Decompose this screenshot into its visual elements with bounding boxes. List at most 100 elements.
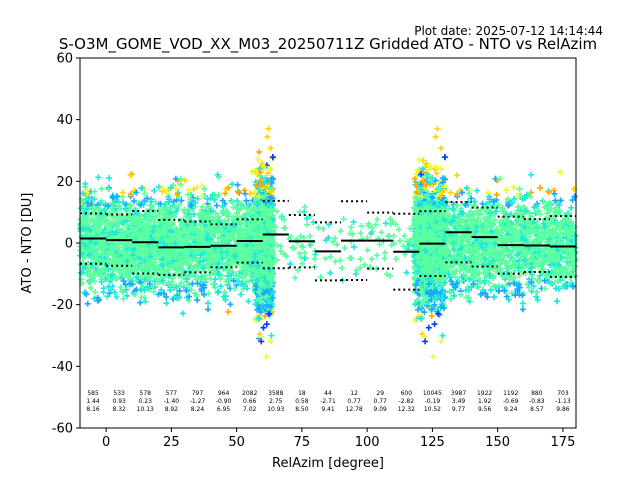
data-point [214,171,221,178]
data-point [245,298,252,305]
data-point [171,198,177,205]
data-point [454,172,461,179]
data-point [260,324,267,331]
data-point [137,299,144,306]
data-point [120,295,127,302]
data-point [229,199,236,206]
data-point [216,225,223,232]
data-point [118,274,125,281]
data-point [212,210,219,217]
data-point [182,177,189,184]
data-point [207,275,214,282]
data-point [348,224,355,231]
data-point [393,255,400,262]
data-point [229,181,236,188]
data-point [191,250,198,257]
data-point [306,233,313,240]
data-point [205,300,212,307]
data-point [231,285,238,292]
data-point [241,187,248,194]
data-point [217,283,224,290]
data-point [117,284,124,291]
data-point [244,285,251,292]
data-point [222,190,229,197]
data-point [180,284,187,291]
data-point [225,211,232,218]
data-point [172,185,179,192]
data-point [174,191,181,198]
data-point [185,282,192,289]
data-point [165,199,172,206]
data-point [200,249,207,256]
data-point [89,206,96,213]
data-point [396,237,403,244]
data-point [106,290,113,297]
data-point [169,275,176,282]
data-point [267,338,274,345]
data-point [144,195,151,202]
data-point [327,270,334,277]
data-point [291,274,298,281]
data-point [122,281,129,288]
data-point [254,156,261,163]
data-point [153,275,160,282]
data-point [176,282,183,289]
data-point [176,202,183,209]
data-point [227,301,234,308]
data-point [287,261,294,268]
data-point [163,300,170,307]
data-point [123,221,130,228]
data-point [234,181,241,188]
data-point [395,226,402,233]
data-point [220,293,227,300]
data-point [105,283,112,290]
data-point [357,230,364,237]
data-point [350,219,357,226]
data-point [187,196,194,203]
data-point [301,250,308,257]
data-point [358,223,365,230]
data-point [364,247,371,254]
data-point [95,174,102,181]
data-point [150,283,157,290]
data-point [350,243,357,250]
data-point [128,171,135,178]
data-point [210,262,217,269]
data-point [119,189,126,196]
data-point [376,241,383,248]
data-point [268,332,275,339]
data-point [122,205,129,212]
data-point [374,252,381,259]
data-point [132,215,139,222]
data-point [120,278,127,285]
data-point [239,280,246,287]
data-point [204,196,211,203]
data-point [98,185,105,192]
data-point [264,133,271,140]
chart-title: S-O3M_GOME_VOD_XX_M03_20250711Z Gridded … [59,35,597,54]
data-point [94,294,101,301]
data-point [151,187,158,194]
data-point [123,286,130,293]
data-point [265,125,272,132]
data-point [337,227,344,234]
data-point [194,195,201,202]
data-point [382,220,389,227]
data-point [248,168,255,175]
data-point [163,294,170,301]
data-point [568,204,575,211]
data-point [199,192,206,199]
data-point [125,274,132,281]
data-point [112,275,119,282]
data-point [222,296,229,303]
data-point [201,291,208,298]
data-point [159,185,166,192]
data-point [113,294,120,301]
data-point [162,201,169,208]
data-point [141,287,148,294]
data-point [215,260,222,267]
data-point [304,221,311,228]
data-point [97,200,104,207]
data-point [158,286,165,293]
